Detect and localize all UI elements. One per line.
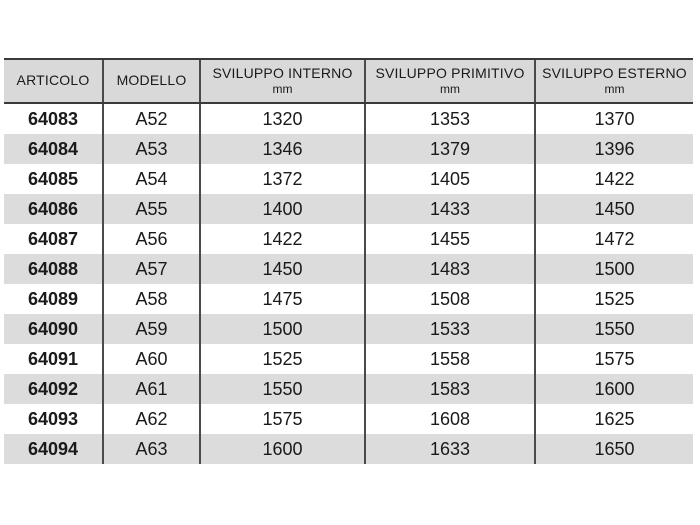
cell-sviluppo-primitivo: 1558: [364, 344, 535, 374]
table-body: 64083 A52 1320 1353 1370 64084 A53 1346 …: [4, 103, 693, 464]
table-row: 64093 A62 1575 1608 1625: [4, 404, 693, 434]
cell-sviluppo-interno: 1575: [199, 404, 365, 434]
table-row: 64086 A55 1400 1433 1450: [4, 194, 693, 224]
cell-articolo: 64089: [4, 284, 103, 314]
cell-sviluppo-esterno: 1370: [534, 103, 693, 134]
cell-sviluppo-interno: 1550: [199, 374, 365, 404]
table-row: 64091 A60 1525 1558 1575: [4, 344, 693, 374]
cell-sviluppo-interno: 1422: [199, 224, 365, 254]
cell-articolo: 64087: [4, 224, 103, 254]
cell-sviluppo-interno: 1600: [199, 434, 365, 464]
cell-sviluppo-primitivo: 1583: [364, 374, 535, 404]
col-header-unit: mm: [272, 81, 293, 96]
cell-articolo: 64093: [4, 404, 103, 434]
cell-modello: A55: [102, 194, 200, 224]
cell-sviluppo-primitivo: 1353: [364, 103, 535, 134]
col-header-label: SVILUPPO ESTERNO: [542, 65, 687, 82]
cell-sviluppo-esterno: 1472: [534, 224, 693, 254]
cell-sviluppo-esterno: 1396: [534, 134, 693, 164]
table-row: 64092 A61 1550 1583 1600: [4, 374, 693, 404]
col-header-label: SVILUPPO INTERNO: [212, 65, 353, 82]
cell-sviluppo-esterno: 1500: [534, 254, 693, 284]
col-header-articolo: ARTICOLO: [4, 58, 103, 104]
cell-sviluppo-primitivo: 1405: [364, 164, 535, 194]
col-header-unit: mm: [604, 81, 625, 96]
col-header-label: SVILUPPO PRIMITIVO: [375, 65, 525, 82]
cell-modello: A59: [102, 314, 200, 344]
cell-articolo: 64088: [4, 254, 103, 284]
col-header-label: ARTICOLO: [16, 72, 90, 89]
table-row: 64090 A59 1500 1533 1550: [4, 314, 693, 344]
cell-articolo: 64084: [4, 134, 103, 164]
cell-articolo: 64086: [4, 194, 103, 224]
table-row: 64084 A53 1346 1379 1396: [4, 134, 693, 164]
catalog-table: ARTICOLO MODELLO SVILUPPO INTERNO mm SVI…: [4, 58, 693, 464]
cell-sviluppo-interno: 1500: [199, 314, 365, 344]
cell-sviluppo-primitivo: 1455: [364, 224, 535, 254]
cell-sviluppo-esterno: 1575: [534, 344, 693, 374]
col-header-modello: MODELLO: [102, 58, 200, 104]
cell-modello: A61: [102, 374, 200, 404]
cell-sviluppo-esterno: 1600: [534, 374, 693, 404]
cell-sviluppo-interno: 1525: [199, 344, 365, 374]
cell-articolo: 64085: [4, 164, 103, 194]
col-header-sviluppo-primitivo: SVILUPPO PRIMITIVO mm: [364, 58, 535, 104]
cell-sviluppo-primitivo: 1608: [364, 404, 535, 434]
table-header: ARTICOLO MODELLO SVILUPPO INTERNO mm SVI…: [4, 58, 693, 104]
cell-articolo: 64090: [4, 314, 103, 344]
cell-modello: A56: [102, 224, 200, 254]
cell-articolo: 64083: [4, 103, 103, 134]
cell-modello: A54: [102, 164, 200, 194]
cell-modello: A52: [102, 103, 200, 134]
table-row: 64094 A63 1600 1633 1650: [4, 434, 693, 464]
cell-modello: A60: [102, 344, 200, 374]
cell-modello: A63: [102, 434, 200, 464]
col-header-unit: mm: [440, 81, 460, 96]
cell-sviluppo-esterno: 1525: [534, 284, 693, 314]
table-row: 64083 A52 1320 1353 1370: [4, 103, 693, 134]
cell-sviluppo-esterno: 1625: [534, 404, 693, 434]
cell-sviluppo-interno: 1372: [199, 164, 365, 194]
cell-articolo: 64091: [4, 344, 103, 374]
table-row: 64089 A58 1475 1508 1525: [4, 284, 693, 314]
cell-sviluppo-esterno: 1450: [534, 194, 693, 224]
cell-sviluppo-interno: 1450: [199, 254, 365, 284]
col-header-sviluppo-interno: SVILUPPO INTERNO mm: [199, 58, 365, 104]
cell-sviluppo-primitivo: 1483: [364, 254, 535, 284]
cell-modello: A62: [102, 404, 200, 434]
cell-sviluppo-primitivo: 1433: [364, 194, 535, 224]
cell-sviluppo-esterno: 1422: [534, 164, 693, 194]
cell-modello: A57: [102, 254, 200, 284]
cell-sviluppo-interno: 1475: [199, 284, 365, 314]
cell-sviluppo-primitivo: 1379: [364, 134, 535, 164]
cell-modello: A53: [102, 134, 200, 164]
header-row: ARTICOLO MODELLO SVILUPPO INTERNO mm SVI…: [4, 58, 693, 104]
col-header-label: MODELLO: [116, 72, 187, 89]
cell-articolo: 64094: [4, 434, 103, 464]
cell-sviluppo-primitivo: 1633: [364, 434, 535, 464]
cell-sviluppo-interno: 1400: [199, 194, 365, 224]
cell-sviluppo-esterno: 1550: [534, 314, 693, 344]
table-row: 64085 A54 1372 1405 1422: [4, 164, 693, 194]
table-row: 64087 A56 1422 1455 1472: [4, 224, 693, 254]
cell-sviluppo-interno: 1320: [199, 103, 365, 134]
cell-sviluppo-primitivo: 1533: [364, 314, 535, 344]
cell-modello: A58: [102, 284, 200, 314]
cell-sviluppo-esterno: 1650: [534, 434, 693, 464]
table-row: 64088 A57 1450 1483 1500: [4, 254, 693, 284]
cell-articolo: 64092: [4, 374, 103, 404]
cell-sviluppo-primitivo: 1508: [364, 284, 535, 314]
col-header-sviluppo-esterno: SVILUPPO ESTERNO mm: [534, 58, 693, 104]
cell-sviluppo-interno: 1346: [199, 134, 365, 164]
